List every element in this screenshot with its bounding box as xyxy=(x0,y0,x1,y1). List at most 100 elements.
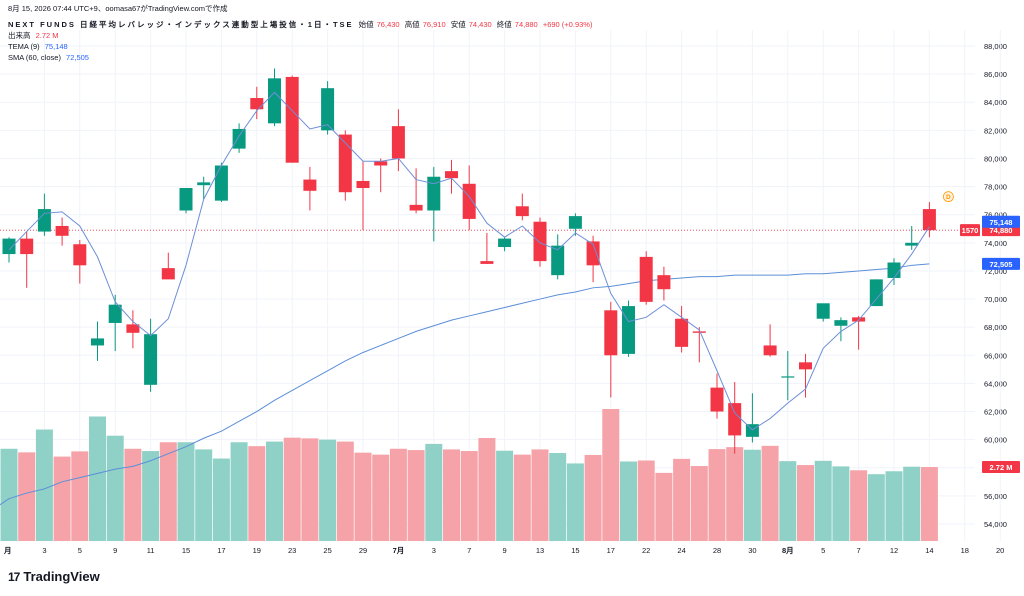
tema-line xyxy=(8,91,930,431)
candle-body xyxy=(710,387,724,412)
candle-body xyxy=(622,306,635,354)
change-value: +690 (+0.93%) xyxy=(542,20,593,29)
dividend-marker-icon xyxy=(943,191,954,203)
candle-body xyxy=(834,320,848,326)
x-tick-label: 月 xyxy=(3,546,12,555)
x-tick-label: 14 xyxy=(925,546,933,555)
tradingview-logo-text: TradingView xyxy=(23,569,100,584)
y-tick-label: 70,000 xyxy=(984,295,1007,304)
tema-value: 75,148 xyxy=(44,42,68,51)
x-tick-label: 7 xyxy=(857,546,861,555)
candle-body xyxy=(73,244,87,266)
candle-body xyxy=(37,209,51,232)
volume-bar xyxy=(496,450,514,541)
tema-price-tag-bg xyxy=(982,215,1020,228)
dividend-marker-label: D xyxy=(946,194,951,201)
tradingview-logo-icon: 17 xyxy=(8,569,20,584)
volume-bar xyxy=(531,449,549,541)
candle-body xyxy=(692,331,706,333)
volume-bar xyxy=(354,452,372,541)
volume-bar xyxy=(726,447,744,541)
high-label: 高値 xyxy=(404,20,420,29)
volume-bar xyxy=(903,466,921,541)
volume-tag: 2.72 M xyxy=(990,463,1013,472)
candle-body xyxy=(409,204,423,211)
x-tick-label: 3 xyxy=(42,546,46,555)
volume-legend[interactable]: 出来高 2.72 M xyxy=(8,31,62,41)
candle-body xyxy=(604,310,618,356)
x-tick-label: 12 xyxy=(890,546,898,555)
candle-body xyxy=(391,126,405,159)
candle-body xyxy=(321,88,335,131)
candle-body xyxy=(285,76,299,163)
x-tick-label: 23 xyxy=(288,546,296,555)
x-tick-label: 9 xyxy=(113,546,117,555)
volume-bar xyxy=(142,451,160,541)
volume-bar xyxy=(124,448,142,541)
x-tick-label: 13 xyxy=(536,546,544,555)
candle-body xyxy=(126,324,140,333)
sma-line-lead xyxy=(0,498,10,506)
close-value: 74,880 xyxy=(514,20,538,29)
x-tick-label: 15 xyxy=(571,546,579,555)
volume-bar xyxy=(743,449,761,541)
candle-body xyxy=(869,279,883,307)
symbol-legend[interactable]: NEXT FUNDS 日経平均レバレッジ・インデックス連動型上場投信・1日・TS… xyxy=(8,20,595,30)
volume-bar xyxy=(549,453,567,541)
candle-body xyxy=(781,376,795,378)
candle-body xyxy=(55,225,69,236)
sma-price-tag: 72,505 xyxy=(990,260,1013,269)
candle-body xyxy=(568,216,582,229)
volume-bar xyxy=(18,452,36,541)
y-tick-label: 84,000 xyxy=(984,98,1007,107)
volume-bar xyxy=(850,470,868,541)
x-tick-label: 15 xyxy=(182,546,190,555)
candle-body xyxy=(586,241,600,266)
volume-bar xyxy=(35,429,53,541)
candle-body xyxy=(462,183,476,219)
y-tick-label: 60,000 xyxy=(984,436,1007,445)
volume-bar xyxy=(319,439,337,541)
low-label: 安値 xyxy=(450,20,466,29)
candle-body xyxy=(728,403,742,436)
candle-body xyxy=(816,303,830,319)
volume-bar xyxy=(212,458,230,541)
close-price-tag: 74,880 xyxy=(990,226,1013,235)
volume-value: 2.72 M xyxy=(35,31,59,40)
tema-label: TEMA (9) xyxy=(8,42,40,51)
sma-line xyxy=(8,263,930,500)
volume-bar xyxy=(620,461,637,541)
candle-body xyxy=(498,238,512,248)
volume-bar xyxy=(425,443,443,541)
tradingview-logo[interactable]: 17 TradingView xyxy=(8,569,100,584)
volume-label: 出来高 xyxy=(8,31,31,40)
volume-bar xyxy=(460,451,478,541)
volume-bar xyxy=(53,456,71,541)
y-tick-label: 76,000 xyxy=(984,211,1007,220)
x-tick-label: 11 xyxy=(147,546,155,555)
y-tick-label: 68,000 xyxy=(984,323,1007,332)
volume-bar xyxy=(106,435,124,541)
x-tick-label: 5 xyxy=(78,546,82,555)
candle-body xyxy=(356,180,370,188)
volume-bar xyxy=(266,441,283,541)
sma-label: SMA (60, close) xyxy=(8,53,61,62)
volume-bar xyxy=(372,454,390,541)
volume-bar xyxy=(159,442,177,541)
y-tick-label: 56,000 xyxy=(984,492,1007,501)
sma-value: 72,505 xyxy=(66,53,89,62)
tema-legend[interactable]: TEMA (9) 75,148 xyxy=(8,42,71,52)
sma-legend[interactable]: SMA (60, close) 72,505 xyxy=(8,53,92,63)
x-tick-label: 17 xyxy=(607,546,615,555)
x-tick-label: 29 xyxy=(359,546,367,555)
spread-tag-bg xyxy=(960,224,980,237)
volume-bar xyxy=(797,465,814,541)
candle-body xyxy=(214,165,228,201)
publish-info: 8月 15, 2026 07:44 UTC+9、oomasa67がTrading… xyxy=(8,4,231,14)
volume-bar xyxy=(283,437,301,541)
volume-bar xyxy=(230,442,248,541)
candle-body xyxy=(232,128,246,149)
open-value: 76,430 xyxy=(376,20,400,29)
